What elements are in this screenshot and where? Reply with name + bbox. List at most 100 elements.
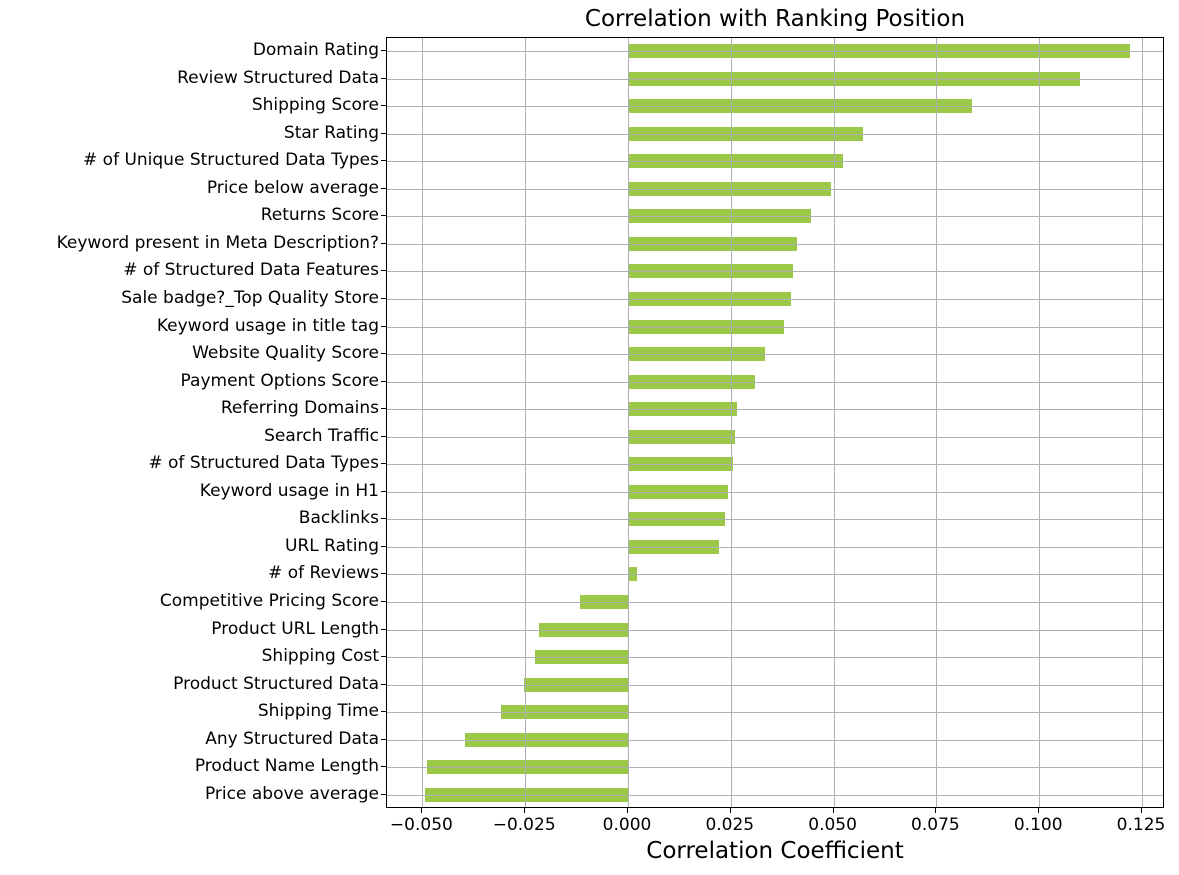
x-tick-mark	[1038, 808, 1040, 813]
y-tick-label: Competitive Pricing Score	[159, 591, 379, 611]
y-tick-label: Product Name Length	[194, 756, 379, 777]
y-gridline	[387, 161, 1163, 163]
y-gridline	[387, 381, 1163, 383]
y-gridline	[387, 574, 1163, 576]
x-gridline	[1039, 38, 1041, 807]
y-tick-label: Product Structured Data	[173, 673, 379, 694]
y-tick-mark	[381, 187, 386, 189]
y-tick-label: Price below average	[206, 177, 379, 198]
y-tick-mark	[381, 545, 386, 547]
x-tick-label: −0.025	[492, 815, 556, 835]
y-tick-mark	[381, 573, 386, 575]
x-tick-mark	[421, 808, 423, 813]
y-tick-label: Shipping Time	[257, 701, 379, 722]
y-tick-mark	[381, 297, 386, 299]
y-tick-mark	[381, 242, 386, 244]
x-gridline	[936, 38, 938, 807]
y-tick-mark	[381, 215, 386, 217]
y-tick-mark	[381, 490, 386, 492]
y-tick-label: Review Structured Data	[177, 67, 379, 88]
y-gridline	[387, 767, 1163, 769]
y-gridline	[387, 354, 1163, 356]
y-tick-mark	[381, 711, 386, 713]
y-tick-label: Product URL Length	[211, 618, 379, 639]
x-tick-label: 0.100	[1013, 815, 1063, 835]
y-tick-mark	[381, 518, 386, 520]
y-tick-mark	[381, 435, 386, 437]
y-gridline	[387, 216, 1163, 218]
y-gridline	[387, 794, 1163, 796]
y-tick-label: Any Structured Data	[205, 728, 379, 749]
x-gridline	[833, 38, 835, 807]
y-tick-label: # of Reviews	[268, 563, 379, 584]
y-tick-mark	[381, 656, 386, 658]
x-gridline	[1142, 38, 1143, 807]
y-tick-mark	[381, 683, 386, 685]
y-tick-mark	[381, 77, 386, 79]
y-gridline	[387, 657, 1163, 659]
plot-area	[386, 37, 1164, 808]
y-tick-mark	[381, 270, 386, 272]
y-tick-label: URL Rating	[285, 535, 379, 556]
y-gridline	[387, 602, 1163, 603]
y-tick-label: # of Unique Structured Data Types	[83, 150, 379, 171]
y-tick-label: Keyword usage in title tag	[156, 315, 379, 336]
y-tick-label: Shipping Cost	[261, 646, 379, 667]
y-tick-mark	[381, 105, 386, 107]
y-tick-label: Price above average	[204, 783, 379, 804]
y-gridline	[387, 106, 1163, 108]
y-gridline	[387, 243, 1163, 245]
y-tick-label: # of Structured Data Features	[123, 260, 379, 281]
x-tick-mark	[935, 808, 937, 813]
x-tick-mark	[1141, 808, 1142, 813]
y-tick-mark	[381, 408, 386, 410]
y-gridline	[387, 739, 1163, 741]
y-tick-label: Star Rating	[283, 122, 379, 143]
y-tick-mark	[381, 793, 386, 795]
y-tick-label: Keyword usage in H1	[199, 480, 379, 501]
y-tick-label: Payment Options Score	[180, 370, 379, 391]
y-tick-label: Referring Domains	[220, 398, 379, 419]
y-tick-label: Backlinks	[298, 508, 379, 529]
y-gridline	[387, 629, 1163, 631]
y-tick-mark	[381, 160, 386, 162]
y-tick-mark	[381, 50, 386, 51]
x-tick-mark	[832, 808, 834, 813]
y-tick-mark	[381, 132, 386, 134]
x-tick-label: −0.050	[389, 815, 453, 835]
y-tick-label: Website Quality Score	[192, 343, 379, 364]
y-tick-label: Search Traffic	[264, 425, 379, 446]
y-tick-mark	[381, 463, 386, 465]
y-gridline	[387, 78, 1163, 80]
x-gridline	[628, 38, 629, 807]
y-gridline	[387, 712, 1163, 714]
y-tick-label: Keyword present in Meta Description?	[56, 232, 379, 253]
y-tick-label: Returns Score	[260, 205, 379, 226]
y-gridline	[387, 298, 1163, 300]
y-gridline	[387, 271, 1163, 273]
y-gridline	[387, 409, 1163, 411]
x-axis-label: Correlation Coefficient	[646, 838, 904, 864]
x-gridline	[422, 38, 424, 807]
y-tick-label: Sale badge?_Top Quality Store	[121, 287, 379, 308]
y-gridline	[387, 51, 1163, 52]
y-gridline	[387, 133, 1163, 135]
y-tick-mark	[381, 601, 386, 602]
y-tick-mark	[381, 766, 386, 768]
y-gridline	[387, 436, 1163, 438]
y-tick-mark	[381, 325, 386, 327]
x-tick-mark	[627, 808, 628, 813]
x-tick-label: 0.075	[911, 815, 960, 835]
y-gridline	[387, 519, 1163, 521]
y-gridline	[387, 684, 1163, 686]
y-tick-mark	[381, 738, 386, 740]
x-gridline	[730, 38, 732, 807]
y-gridline	[387, 326, 1163, 328]
y-tick-mark	[381, 380, 386, 382]
y-tick-label: # of Structured Data Types	[148, 453, 379, 474]
x-gridline	[525, 38, 527, 807]
y-gridline	[387, 464, 1163, 466]
y-gridline	[387, 491, 1163, 493]
x-tick-label: 0.025	[705, 815, 755, 835]
x-tick-mark	[524, 808, 526, 813]
